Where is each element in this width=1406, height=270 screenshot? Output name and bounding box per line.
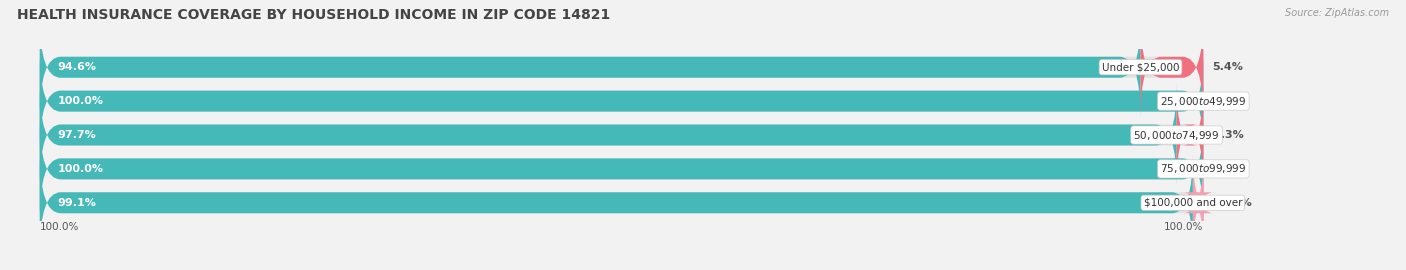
Text: Source: ZipAtlas.com: Source: ZipAtlas.com (1285, 8, 1389, 18)
FancyBboxPatch shape (39, 119, 1204, 219)
Text: 0.0%: 0.0% (1212, 164, 1243, 174)
Text: 99.1%: 99.1% (58, 198, 96, 208)
Text: 2.3%: 2.3% (1212, 130, 1243, 140)
FancyBboxPatch shape (1140, 17, 1204, 118)
FancyBboxPatch shape (39, 17, 1204, 118)
Text: 5.4%: 5.4% (1212, 62, 1243, 72)
FancyBboxPatch shape (1177, 85, 1204, 185)
Text: 0.94%: 0.94% (1213, 198, 1251, 208)
FancyBboxPatch shape (39, 51, 1204, 151)
Text: HEALTH INSURANCE COVERAGE BY HOUSEHOLD INCOME IN ZIP CODE 14821: HEALTH INSURANCE COVERAGE BY HOUSEHOLD I… (17, 8, 610, 22)
FancyBboxPatch shape (39, 85, 1204, 185)
Text: $75,000 to $99,999: $75,000 to $99,999 (1160, 162, 1247, 176)
Text: Under $25,000: Under $25,000 (1102, 62, 1180, 72)
Text: 97.7%: 97.7% (58, 130, 96, 140)
Text: 100.0%: 100.0% (1164, 222, 1204, 232)
FancyBboxPatch shape (39, 85, 1177, 185)
Text: $50,000 to $74,999: $50,000 to $74,999 (1133, 129, 1220, 141)
FancyBboxPatch shape (39, 51, 1204, 151)
FancyBboxPatch shape (39, 152, 1192, 253)
FancyBboxPatch shape (39, 119, 1204, 219)
Text: $25,000 to $49,999: $25,000 to $49,999 (1160, 94, 1247, 108)
Text: 100.0%: 100.0% (58, 96, 103, 106)
Text: $100,000 and over: $100,000 and over (1143, 198, 1241, 208)
FancyBboxPatch shape (39, 152, 1204, 253)
Text: 94.6%: 94.6% (58, 62, 96, 72)
FancyBboxPatch shape (39, 17, 1140, 118)
FancyBboxPatch shape (1182, 152, 1213, 253)
Text: 100.0%: 100.0% (58, 164, 103, 174)
Text: 0.0%: 0.0% (1212, 96, 1243, 106)
Text: 100.0%: 100.0% (39, 222, 79, 232)
